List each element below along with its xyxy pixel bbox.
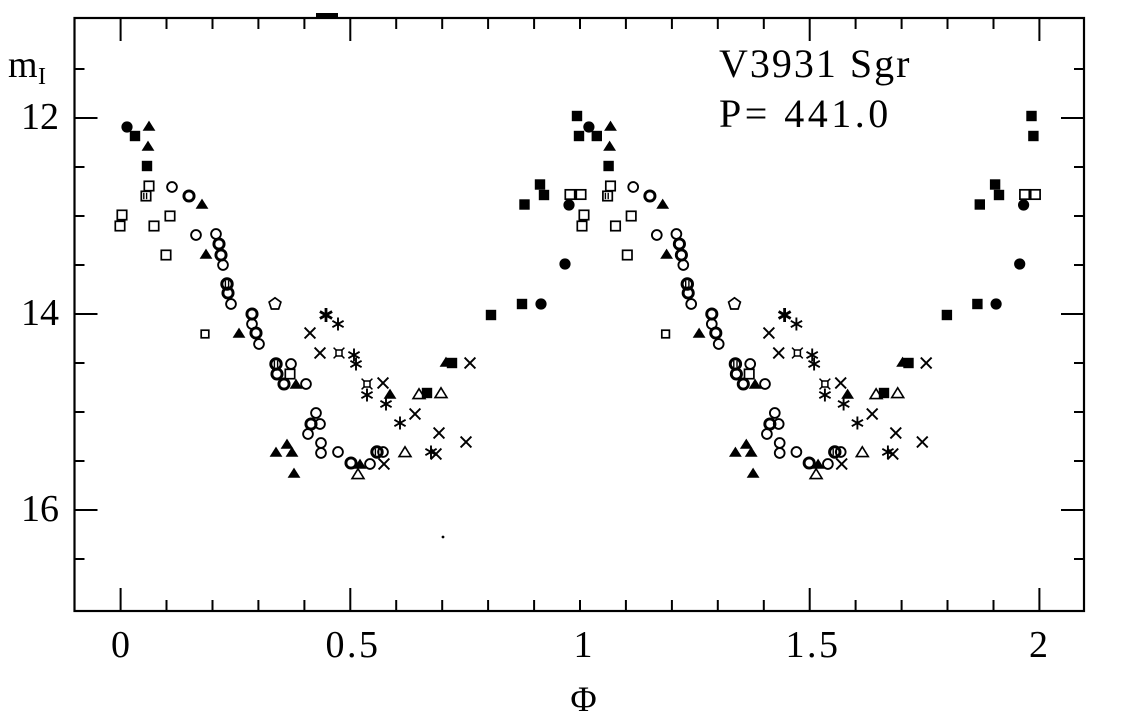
svg-text:P= 441.0: P= 441.0 [719, 91, 892, 136]
svg-text:0.5: 0.5 [326, 624, 381, 666]
svg-text:Φ: Φ [570, 679, 596, 718]
svg-text:12: 12 [21, 96, 59, 138]
svg-text:14: 14 [21, 292, 59, 334]
svg-text:0: 0 [111, 624, 130, 666]
svg-text:m: m [8, 44, 38, 86]
svg-text:2: 2 [1029, 624, 1048, 666]
svg-text:I: I [38, 64, 46, 90]
svg-text:1: 1 [574, 624, 593, 666]
svg-text:16: 16 [21, 488, 59, 530]
svg-text:1.5: 1.5 [786, 624, 841, 666]
svg-text:V3931 Sgr: V3931 Sgr [719, 41, 911, 86]
